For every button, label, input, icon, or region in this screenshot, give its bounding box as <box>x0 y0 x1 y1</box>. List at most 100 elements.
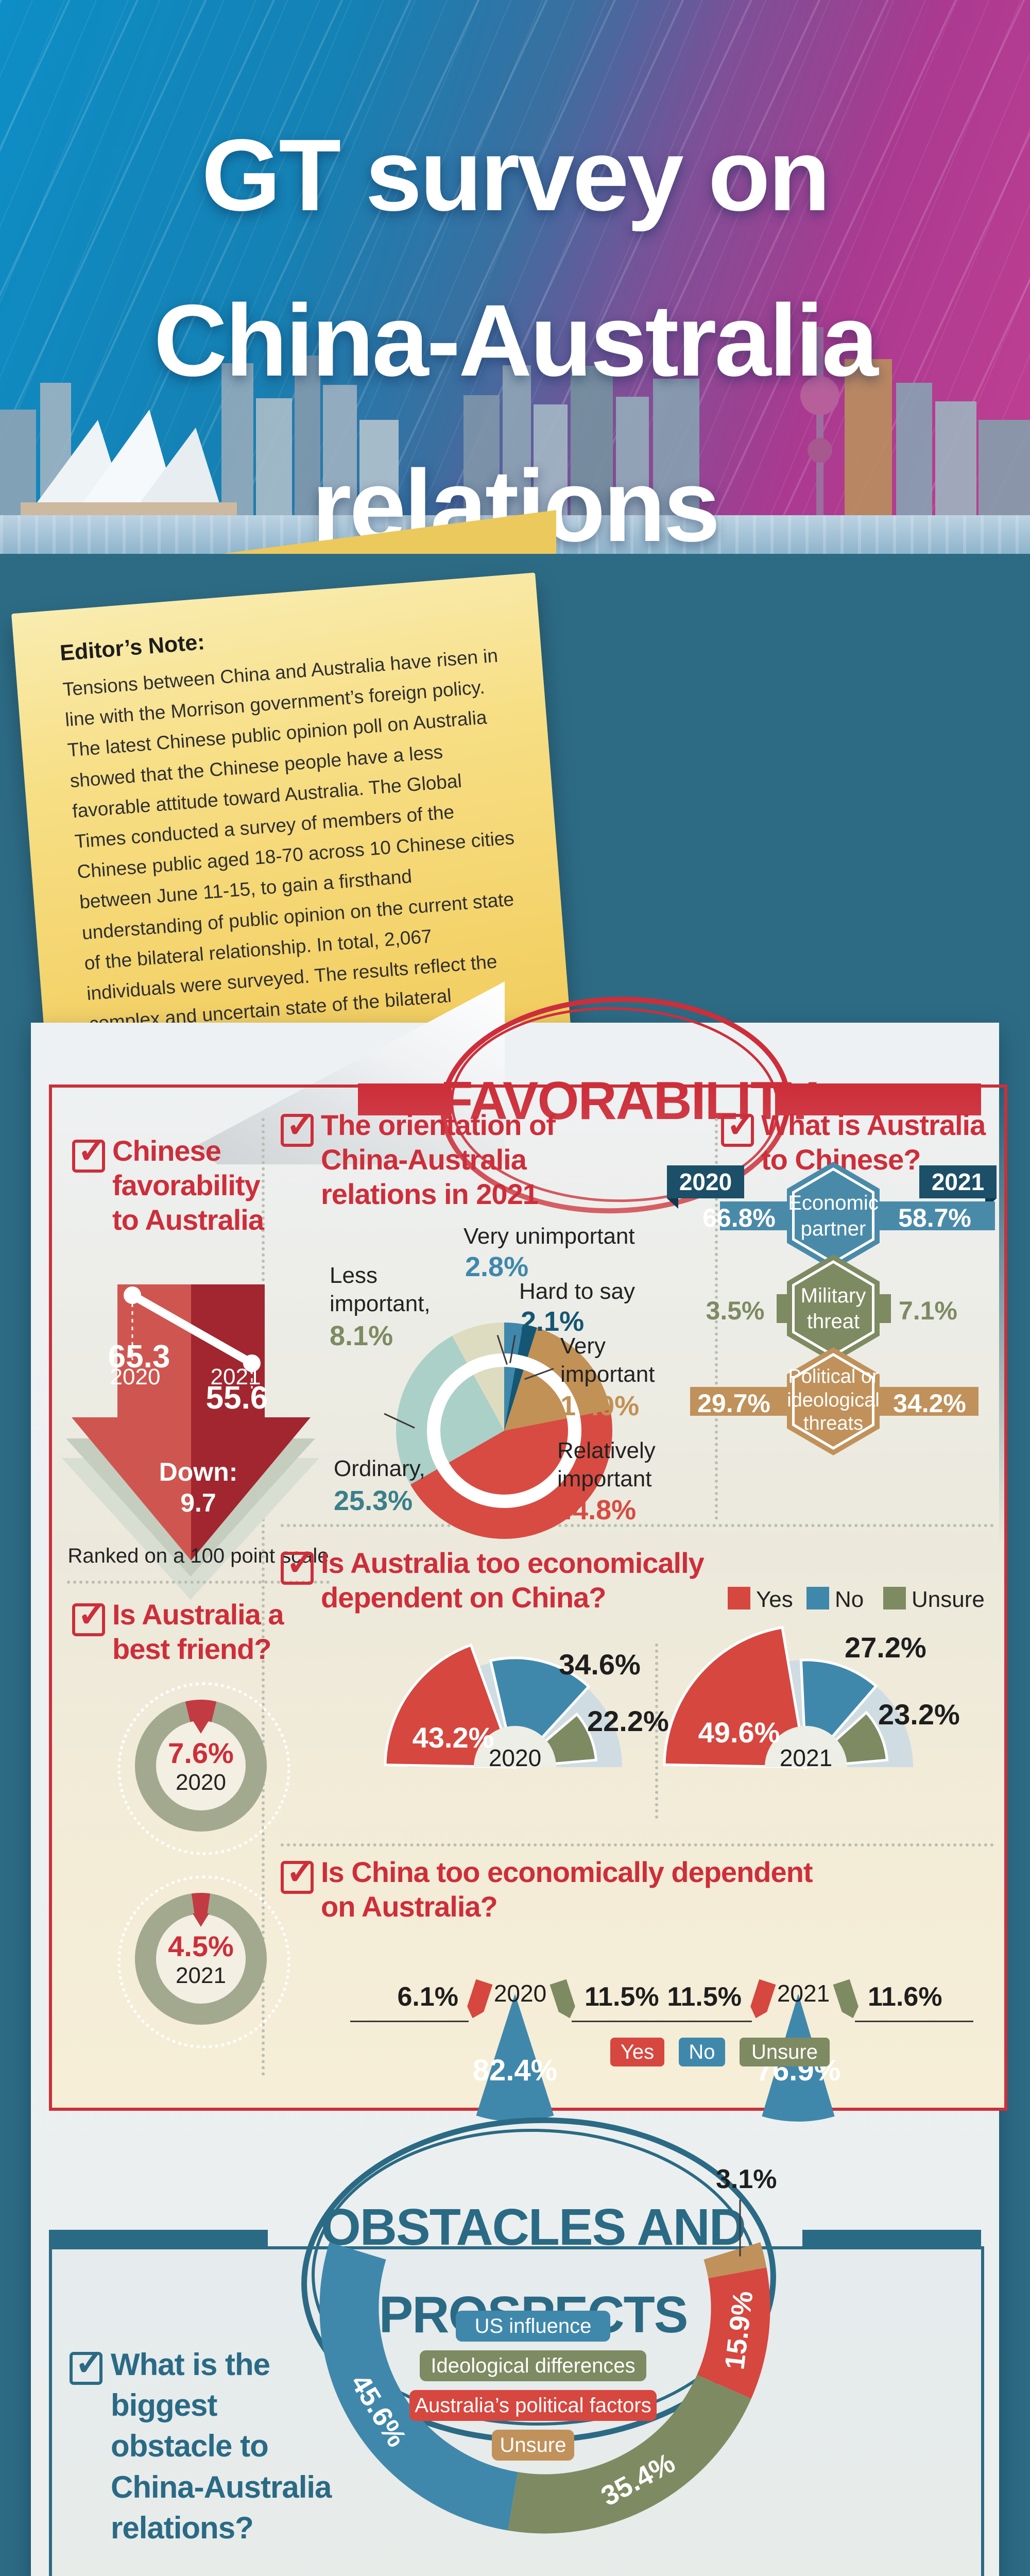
gauge-pointer <box>193 1720 209 1734</box>
checkbox-icon <box>721 1104 757 1147</box>
cd-legend-yes: Yes <box>610 2038 664 2066</box>
pearl-tower-sphere <box>808 438 832 463</box>
legend-label-unsure: Unsure <box>912 1587 985 1612</box>
cd-2021-year: 2021 <box>777 1980 830 2007</box>
q1-down-label: Down: <box>159 1458 238 1486</box>
hex-val-left: 66.8% <box>702 1204 776 1232</box>
slice-label-relatively-important: Relatively important <box>557 1438 656 1492</box>
q1-value-2020: 65.3 <box>108 1339 170 1375</box>
slice-pct-ordinary: 25.3% <box>334 1485 413 1516</box>
fan-2020-yes: 43.2% <box>412 1721 494 1754</box>
underline <box>855 2021 973 2022</box>
building <box>978 420 1030 518</box>
q1-arrow-shaft <box>117 1284 265 1417</box>
fan-2020-no: 34.6% <box>559 1648 641 1681</box>
obstacle-legend-ideological: Ideological differences <box>420 2350 646 2381</box>
gauge-year: 2021 <box>176 1962 226 1988</box>
cd-2021-yes: 11.5% <box>667 1982 742 2012</box>
best-friend-gauge-2020-dots <box>117 1682 290 1855</box>
editor-note-label: Editor’s Note: <box>59 630 206 666</box>
hex-val-right: 34.2% <box>893 1389 966 1418</box>
underline <box>350 2021 469 2022</box>
checkbox-icon <box>281 1851 316 1894</box>
obstacle-legend-political: Australia’s political factors <box>409 2390 657 2421</box>
fan-chart-2020 <box>384 1643 622 1770</box>
building <box>896 383 932 518</box>
underline <box>572 2021 690 2022</box>
aus-dep-title: Is Australia too economically dependent … <box>321 1547 705 1614</box>
building <box>653 379 699 518</box>
cd-legend-unsure: Unsure <box>740 2038 830 2066</box>
cd-2020-yes: 6.1% <box>397 1982 458 2012</box>
building <box>503 365 531 518</box>
cd-2020-unsure: 11.5% <box>585 1982 659 2012</box>
pearl-tower-shaft <box>816 327 823 518</box>
hex-bar <box>876 1387 978 1416</box>
checkbox-icon <box>72 1129 108 1173</box>
obstacle-q-title: What is the biggest obstacle to China-Au… <box>111 2347 332 2545</box>
obstacle-arc-chart <box>319 2242 770 2534</box>
hex-bar <box>690 1387 792 1416</box>
building <box>616 397 649 518</box>
hex-val-right: 7.1% <box>899 1296 957 1325</box>
fan-chart-2021 <box>663 1626 913 1771</box>
hero-banner: GT survey on China-Australia relations <box>0 0 1030 554</box>
slice-pct-very-important: 17.0% <box>560 1391 640 1421</box>
fan-2021-year: 2021 <box>779 1744 833 1771</box>
legend-label-no: No <box>835 1587 864 1612</box>
legend-label-yes: Yes <box>756 1587 793 1612</box>
underline <box>633 2021 752 2022</box>
china-dep-title: Is China too economically dependent on A… <box>321 1856 813 1923</box>
best-friend-gauge-2021-dots <box>117 1875 290 2048</box>
legend-swatch-unsure <box>883 1587 906 1609</box>
q1-value-2021: 55.6 <box>205 1380 268 1416</box>
fan-2021-yes: 49.6% <box>698 1716 780 1749</box>
cd-2020-year: 2020 <box>493 1980 547 2007</box>
building <box>295 355 320 518</box>
gauge-value: 4.5% <box>168 1929 234 1962</box>
checkbox-icon <box>281 1104 316 1147</box>
cd-legend-no: No <box>679 2038 725 2066</box>
q1-trend-line <box>124 1286 261 1388</box>
building <box>256 398 292 518</box>
to-chinese-title: What is Australia to Chinese? <box>761 1109 986 1176</box>
inverted-fan-2020 <box>476 1994 554 2122</box>
q1-title: Chinese favorability to Australia <box>112 1134 264 1236</box>
building <box>359 420 399 518</box>
building <box>534 404 568 518</box>
obstacle-legend-unsure: Unsure <box>492 2430 574 2461</box>
checkbox-icon <box>72 1593 108 1636</box>
best-friend-title: Is Australia a best friend? <box>112 1598 284 1666</box>
hex-bar <box>720 1201 792 1230</box>
building-gold-tower <box>845 359 892 518</box>
checkbox-icon <box>281 1541 316 1585</box>
legend-swatch-no <box>806 1587 829 1609</box>
fan-2021-unsure: 23.2% <box>878 1698 960 1731</box>
obstacle-unsure-pct: 3.1% <box>716 2164 777 2194</box>
slice-label-very-unimportant: Very unimportant <box>464 1224 635 1249</box>
hex-label: Political or ideological threats <box>787 1366 880 1435</box>
hex-val-left: 29.7% <box>697 1389 770 1418</box>
legend-swatch-yes <box>728 1587 750 1609</box>
hero-title: GT survey on China-Australia relations <box>153 118 878 554</box>
cd-2020-no: 82.4% <box>472 2054 558 2087</box>
year-tag-2020: 2020 <box>667 1165 744 1209</box>
pearl-tower-sphere <box>800 376 839 415</box>
divider <box>281 1843 994 1846</box>
best-friend-gauge-2020: 7.6% 2020 <box>135 1700 267 1832</box>
orientation-title: The orientation of China-Australia relat… <box>321 1109 556 1211</box>
obstacle-legend-us: US influence <box>456 2311 610 2342</box>
building <box>0 410 36 518</box>
hex-val-left: 3.5% <box>706 1296 765 1325</box>
slice-label-very-important: Very important <box>560 1333 655 1387</box>
divider <box>262 1118 265 2076</box>
slice-pct-very-unimportant: 2.8% <box>465 1251 529 1282</box>
q1-year-2021: 2021 <box>210 1364 261 1389</box>
gauge-value: 7.6% <box>168 1736 234 1769</box>
hex-label: Economic partner <box>788 1192 879 1240</box>
fan-2020-year: 2020 <box>488 1744 542 1771</box>
q1-down-value: 9.7 <box>180 1488 216 1517</box>
building <box>464 395 500 518</box>
leader-line <box>739 2199 741 2257</box>
